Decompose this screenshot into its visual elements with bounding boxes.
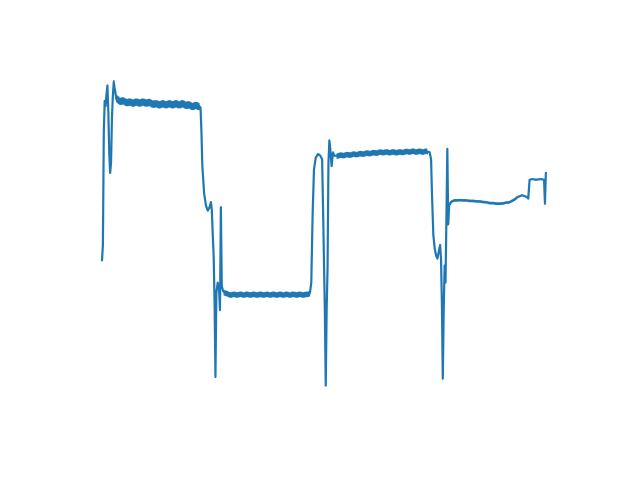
noise-band-2: [336, 148, 429, 159]
noise-band-3: [449, 196, 519, 205]
noise-band-1: [223, 289, 311, 298]
plot-area: [100, 80, 547, 387]
noise-band-0: [112, 80, 200, 111]
signal-noise-band: [112, 80, 519, 298]
